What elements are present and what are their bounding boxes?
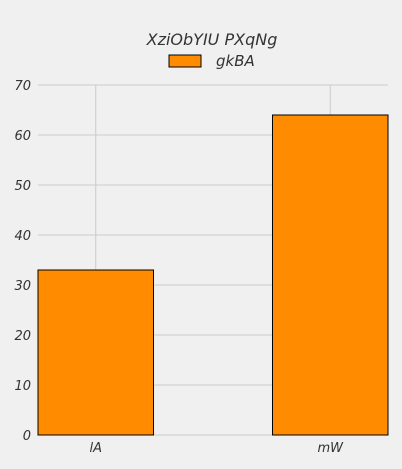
y-tick-label: 70 bbox=[14, 79, 31, 94]
legend-swatch bbox=[168, 54, 202, 68]
y-tick-label: 10 bbox=[14, 379, 31, 394]
legend-label: gkBA bbox=[216, 52, 255, 70]
bar-lA bbox=[37, 269, 154, 436]
y-axis-ticks: 0 10 20 30 40 50 60 70 bbox=[14, 79, 31, 444]
x-tick-label: mW bbox=[317, 441, 344, 456]
y-tick-label: 40 bbox=[14, 229, 31, 244]
y-tick-label: 20 bbox=[14, 329, 31, 344]
bars bbox=[37, 114, 389, 436]
y-tick-label: 60 bbox=[14, 129, 31, 144]
x-tick-label: lA bbox=[89, 441, 102, 456]
bar-mW bbox=[272, 114, 389, 436]
y-tick-label: 50 bbox=[14, 179, 31, 194]
legend: gkBA bbox=[168, 52, 255, 70]
chart-title: XziObYIU PXqNg bbox=[146, 30, 278, 49]
x-axis-ticks: lA mW bbox=[89, 441, 344, 456]
y-tick-label: 0 bbox=[23, 429, 31, 444]
y-tick-label: 30 bbox=[14, 279, 31, 294]
